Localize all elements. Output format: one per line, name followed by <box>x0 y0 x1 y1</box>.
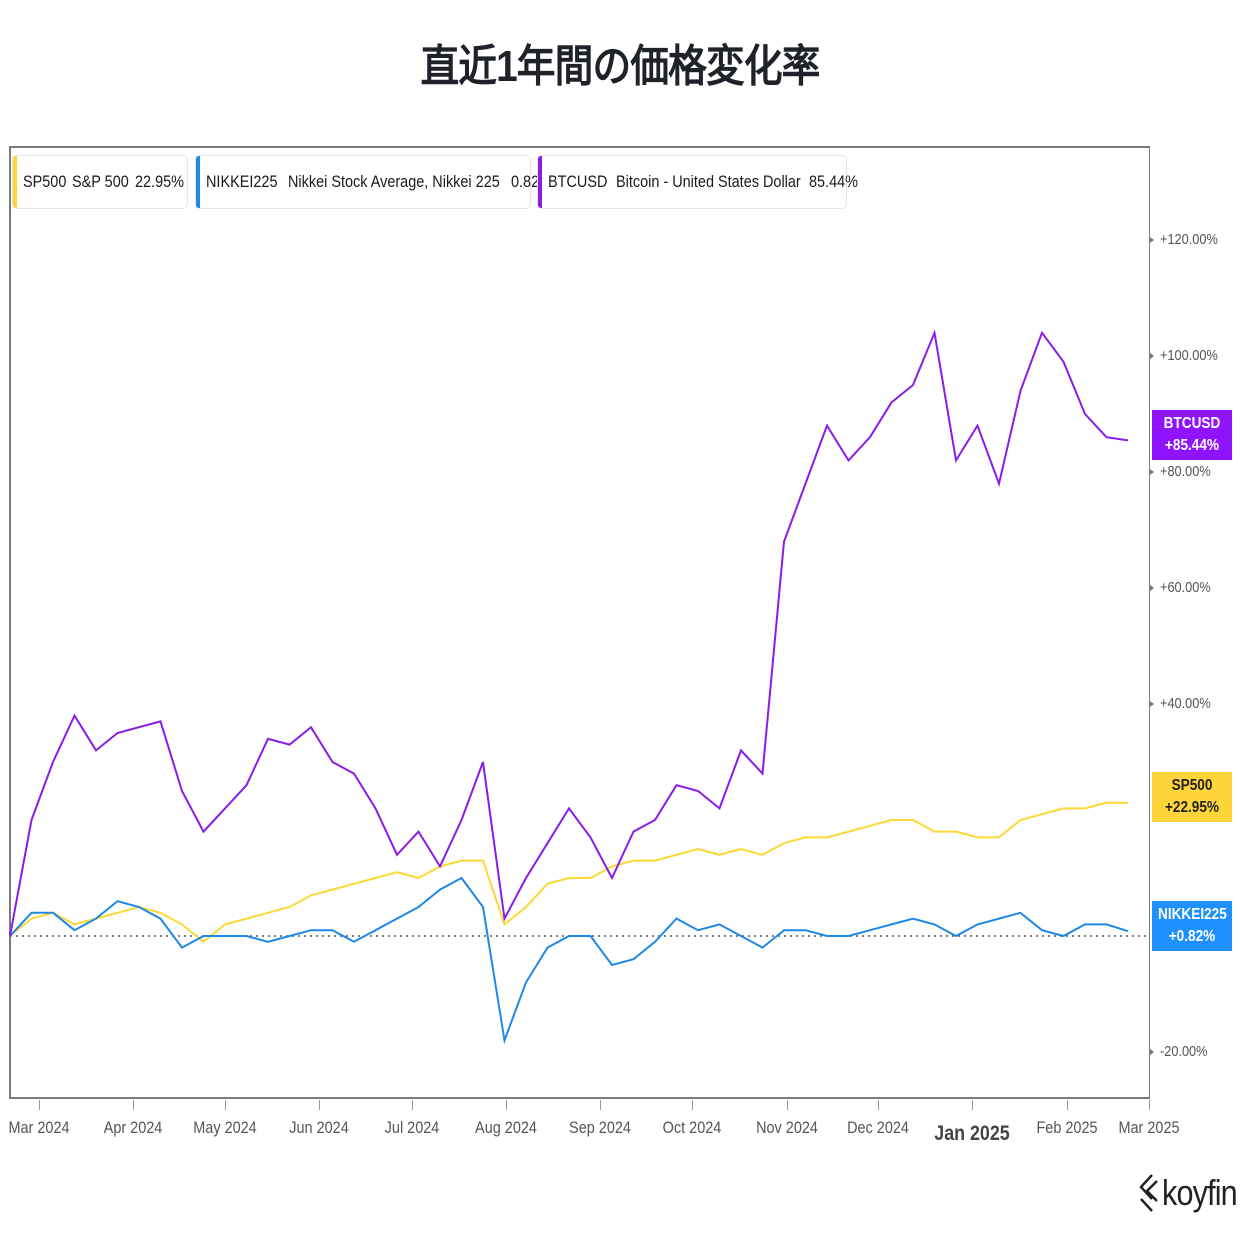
badge-ticker: NIKKEI225 <box>1158 906 1227 923</box>
badge-value: +85.44% <box>1164 437 1220 454</box>
y-tick-mark <box>1150 469 1155 475</box>
legend-ticker: NIKKEI225 <box>206 172 278 191</box>
badge-ticker: SP500 <box>1171 777 1213 794</box>
y-tick-label: +60.00% <box>1160 579 1211 596</box>
x-tick-label: Apr 2024 <box>103 1118 163 1137</box>
y-tick-label: +100.00% <box>1160 347 1218 364</box>
x-tick-mark <box>1067 1100 1068 1110</box>
y-tick-label: -20.00% <box>1160 1043 1208 1060</box>
x-tick-mark <box>972 1100 973 1110</box>
legend-color-swatch <box>196 156 200 208</box>
legend-color-swatch <box>538 156 542 208</box>
x-tick-label: Jan 2025 <box>934 1122 1010 1145</box>
btcusd-value-badge: BTCUSD +85.44% <box>1152 410 1232 460</box>
sp500-value-badge: SP500 +22.95% <box>1152 772 1232 822</box>
legend-name: Bitcoin - United States Dollar <box>615 172 801 191</box>
x-tick-mark <box>692 1100 693 1110</box>
legend-change: 85.44% <box>809 172 859 191</box>
x-tick-mark <box>787 1100 788 1110</box>
legend-item-sp500[interactable]: SP500 S&P 500 22.95% <box>12 155 188 209</box>
x-tick-label: Oct 2024 <box>662 1118 722 1137</box>
nikkei225-value-badge: NIKKEI225 +0.82% <box>1152 901 1232 951</box>
badge-value: +22.95% <box>1164 799 1220 816</box>
y-tick-mark <box>1150 237 1155 243</box>
x-tick-label: Feb 2025 <box>1036 1118 1098 1137</box>
x-tick-mark <box>39 1100 40 1110</box>
x-tick-mark <box>878 1100 879 1110</box>
x-tick-mark <box>506 1100 507 1110</box>
y-tick-mark <box>1150 701 1155 707</box>
y-tick-mark <box>1150 1049 1155 1055</box>
x-tick-label: Sep 2024 <box>569 1118 631 1137</box>
badge-value: +0.82% <box>1168 928 1216 945</box>
y-tick-label: +80.00% <box>1160 463 1211 480</box>
legend-ticker: BTCUSD <box>548 172 608 191</box>
logo-wordmark: koyfin <box>1162 1172 1238 1213</box>
plot-area <box>9 146 1150 1099</box>
legend-item-btcusd[interactable]: BTCUSD Bitcoin - United States Dollar 85… <box>537 155 858 209</box>
btcusd-line <box>9 329 1129 937</box>
x-tick-label: May 2024 <box>193 1118 257 1137</box>
legend-name: S&P 500 <box>72 172 129 191</box>
y-tick-label: +40.00% <box>1160 695 1211 712</box>
legend-color-swatch <box>13 156 17 208</box>
x-tick-mark <box>1149 1100 1150 1110</box>
legend-name: Nikkei Stock Average, Nikkei 225 <box>288 172 500 191</box>
y-tick-label: +120.00% <box>1160 231 1218 248</box>
x-tick-label: Mar 2025 <box>1118 1118 1180 1137</box>
x-tick-label: Jul 2024 <box>384 1118 440 1137</box>
nikkei225-line <box>9 876 1129 1045</box>
x-tick-label: Mar 2024 <box>8 1118 70 1137</box>
x-tick-label: Jun 2024 <box>289 1118 349 1137</box>
koyfin-logo-icon <box>1139 1174 1158 1212</box>
chart-title: 直近1年間の価格変化率 <box>420 42 820 91</box>
x-tick-mark <box>600 1100 601 1110</box>
x-tick-label: Nov 2024 <box>756 1118 818 1137</box>
x-tick-label: Dec 2024 <box>847 1118 909 1137</box>
y-tick-mark <box>1150 353 1155 359</box>
x-tick-mark <box>319 1100 320 1110</box>
x-tick-mark <box>133 1100 134 1110</box>
x-tick-mark <box>412 1100 413 1110</box>
koyfin-logo: koyfin <box>1138 1172 1240 1214</box>
y-tick-mark <box>1150 585 1155 591</box>
legend-ticker: SP500 <box>23 172 67 191</box>
legend-change: 22.95% <box>134 172 184 191</box>
sp500-line <box>9 801 1129 944</box>
badge-ticker: BTCUSD <box>1163 415 1221 432</box>
x-tick-mark <box>225 1100 226 1110</box>
x-tick-label: Aug 2024 <box>475 1118 537 1137</box>
